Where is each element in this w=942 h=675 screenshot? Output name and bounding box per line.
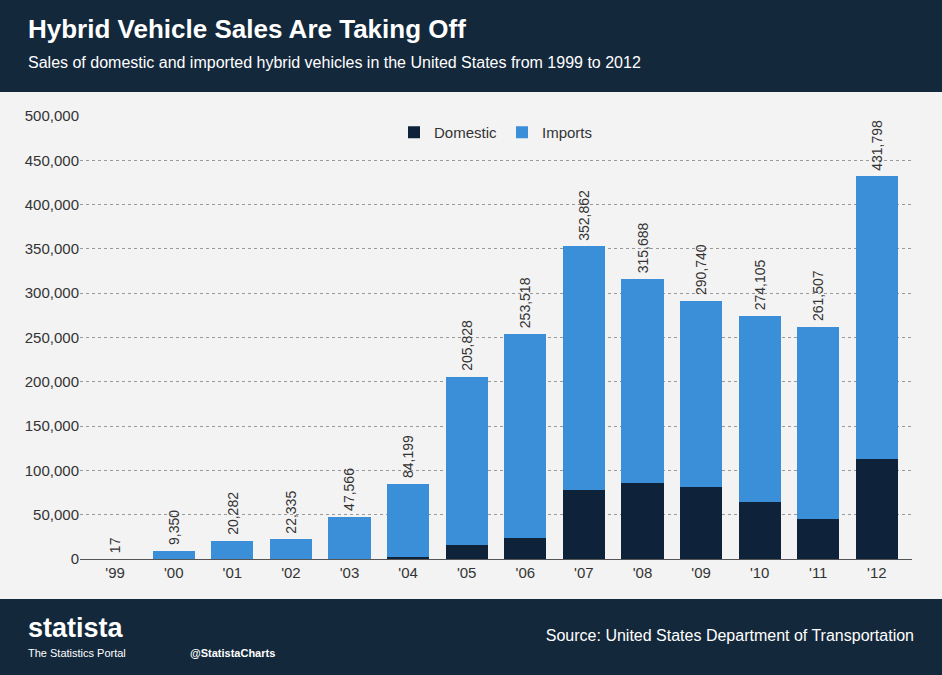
svg-text:205,828: 205,828 <box>459 320 475 371</box>
svg-text:22,335: 22,335 <box>283 491 299 534</box>
svg-text:9,350: 9,350 <box>166 510 182 545</box>
svg-text:315,688: 315,688 <box>635 222 651 273</box>
svg-text:'07: '07 <box>574 564 594 581</box>
svg-text:261,507: 261,507 <box>810 270 826 321</box>
svg-text:Domestic: Domestic <box>434 124 497 141</box>
svg-text:0: 0 <box>71 550 79 567</box>
svg-text:350,000: 350,000 <box>25 240 79 257</box>
svg-text:'06: '06 <box>516 564 536 581</box>
svg-text:250,000: 250,000 <box>25 329 79 346</box>
svg-text:'05: '05 <box>457 564 477 581</box>
svg-text:'02: '02 <box>281 564 301 581</box>
svg-text:'10: '10 <box>750 564 770 581</box>
html-text:The Statistics Portal: The Statistics Portal <box>28 647 126 659</box>
html-text:Source: United States Departme: Source: United States Department of Tran… <box>545 627 914 644</box>
svg-text:431,798: 431,798 <box>869 120 885 171</box>
svg-text:150,000: 150,000 <box>25 417 79 434</box>
svg-text:300,000: 300,000 <box>25 284 79 301</box>
svg-text:'09: '09 <box>691 564 711 581</box>
svg-text:290,740: 290,740 <box>693 244 709 295</box>
svg-text:253,518: 253,518 <box>517 277 533 328</box>
svg-text:'99: '99 <box>105 564 125 581</box>
svg-text:352,862: 352,862 <box>576 190 592 241</box>
svg-text:400,000: 400,000 <box>25 196 79 213</box>
svg-text:17: 17 <box>107 537 123 553</box>
svg-text:'11: '11 <box>809 564 827 581</box>
svg-text:20,282: 20,282 <box>225 492 241 535</box>
svg-text:274,105: 274,105 <box>752 259 768 310</box>
svg-text:'04: '04 <box>398 564 418 581</box>
svg-text:50,000: 50,000 <box>33 506 79 523</box>
svg-text:Imports: Imports <box>542 124 592 141</box>
svg-text:'00: '00 <box>164 564 184 581</box>
svg-text:47,566: 47,566 <box>341 468 357 511</box>
svg-text:'01: '01 <box>223 564 243 581</box>
html-text:Hybrid Vehicle Sales Are Takin: Hybrid Vehicle Sales Are Taking Off <box>28 14 466 44</box>
svg-text:100,000: 100,000 <box>25 462 79 479</box>
svg-text:'08: '08 <box>633 564 653 581</box>
svg-text:200,000: 200,000 <box>25 373 79 390</box>
svg-text:'12: '12 <box>867 564 887 581</box>
html-text:statista: statista <box>28 613 123 643</box>
html-text:@StatistaCharts: @StatistaCharts <box>190 647 276 659</box>
html-text:Sales of domestic and imported: Sales of domestic and imported hybrid ve… <box>28 54 641 71</box>
svg-text:450,000: 450,000 <box>25 152 79 169</box>
svg-text:84,199: 84,199 <box>400 435 416 478</box>
svg-text:500,000: 500,000 <box>25 107 79 124</box>
svg-text:'03: '03 <box>340 564 360 581</box>
